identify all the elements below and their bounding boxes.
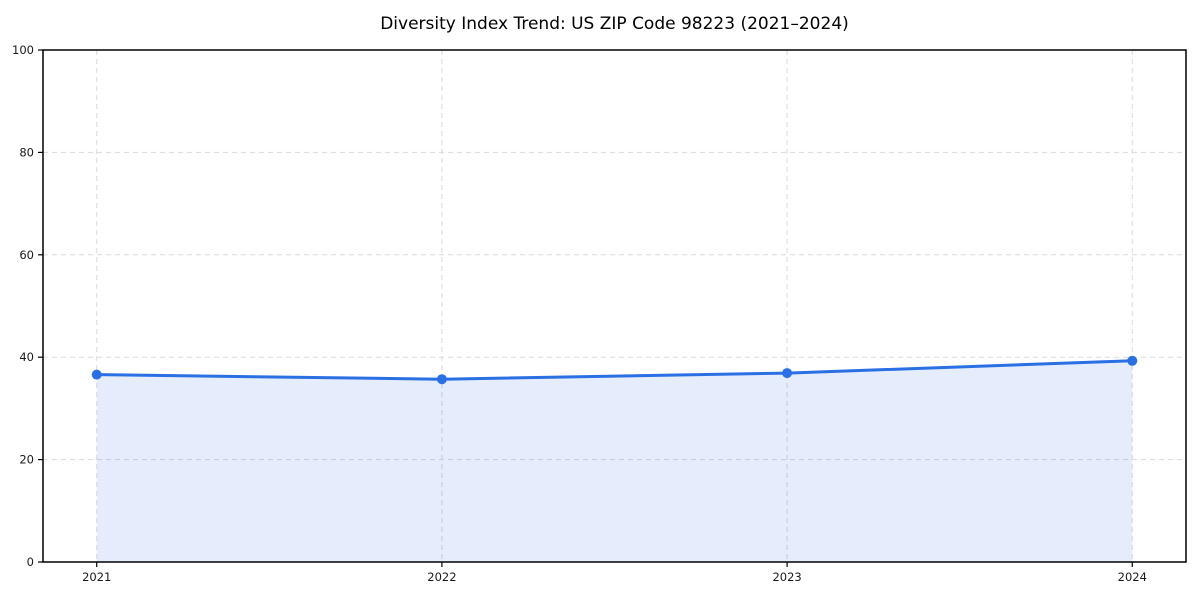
data-point xyxy=(782,368,793,379)
chart-title: Diversity Index Trend: US ZIP Code 98223… xyxy=(380,14,849,34)
y-tick-label: 40 xyxy=(19,350,34,364)
axes-spines xyxy=(42,49,1187,563)
y-tick-label: 80 xyxy=(19,145,34,159)
area-fill xyxy=(96,360,1133,562)
x-tick-label: 2023 xyxy=(772,570,801,584)
x-tick-label: 2021 xyxy=(82,570,111,584)
data-point xyxy=(1127,355,1138,366)
x-tick-label: 2024 xyxy=(1118,570,1147,584)
y-tick-label: 100 xyxy=(12,43,34,57)
y-tick-label: 60 xyxy=(19,248,34,262)
y-tick-label: 0 xyxy=(27,555,34,569)
trend-line xyxy=(95,359,1134,381)
data-point xyxy=(436,374,447,385)
x-tick-label: 2022 xyxy=(427,570,456,584)
data-point xyxy=(91,369,102,380)
y-tick-label: 20 xyxy=(19,453,34,467)
